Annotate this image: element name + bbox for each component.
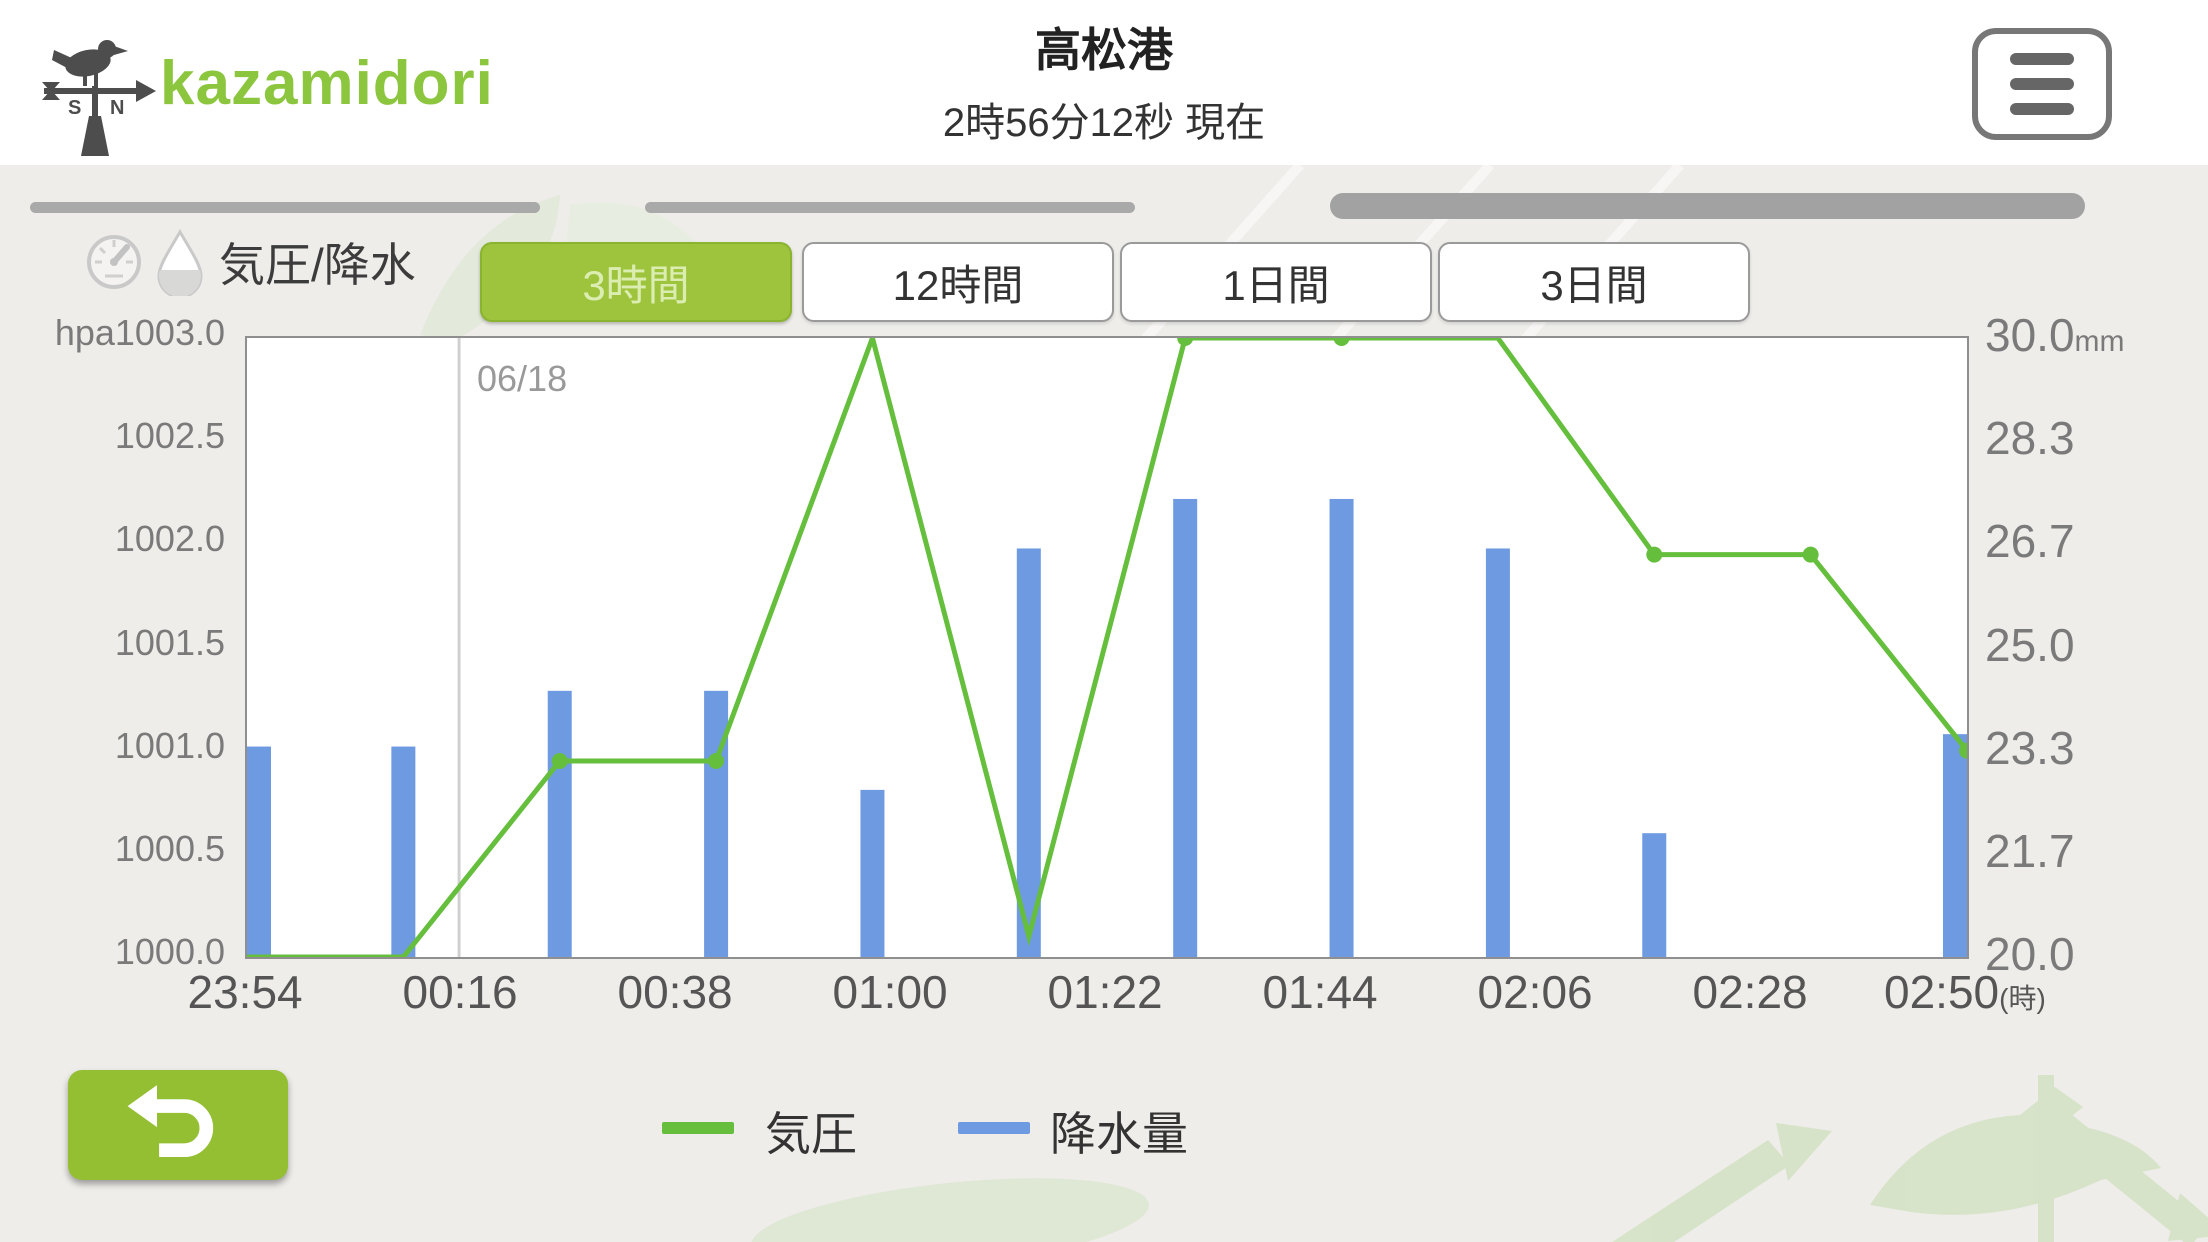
raindrop-icon [157,229,203,296]
pressure-point [551,752,568,769]
tab-3日間[interactable]: 3日間 [1438,242,1750,322]
app-header: S N kazamidori 高松港 2時56分12秒 現在 [0,0,2208,165]
precipitation-bar [704,690,729,957]
back-button[interactable] [68,1070,288,1180]
precipitation-bar [247,746,271,957]
legend-label-pressure: 気圧 [765,1108,857,1160]
x-axis-tick: 02:06 [1477,966,1593,1018]
weathervane-watermark [1612,1075,2208,1242]
precipitation-bar [1016,548,1041,957]
svg-text:N: N [110,97,124,119]
hamburger-menu-button[interactable] [1972,28,2112,140]
left-axis-tick: 1002.5 [114,415,225,457]
left-axis-tick: 1001.0 [114,724,225,766]
right-axis-tick: 28.3 [1985,412,2075,465]
hamburger-bar [2010,103,2074,115]
x-axis-tick: 01:00 [832,966,948,1018]
x-axis-tick: 01:22 [1047,966,1163,1018]
pressure-point [1333,330,1350,346]
pressure-point [708,752,725,769]
section-label: 気圧/降水 [219,239,416,291]
pressure-gauge-icon [87,235,141,289]
x-axis-tick: 01:44 [1262,966,1378,1018]
legend-swatch-precipitation [958,1122,1030,1134]
weathervane-logo-icon: S N [42,40,156,156]
precipitation-bar [391,746,416,957]
right-axis-unit: mm [2074,325,2125,358]
precipitation-bar [1485,548,1510,957]
left-axis-tick: 1000.5 [114,827,225,869]
page-title: 高松港 [1035,24,1173,76]
hamburger-bar [2010,53,2074,65]
chart-plot-area[interactable]: 06/18 [245,329,1975,960]
page-subtitle: 2時56分12秒 現在 [942,101,1266,145]
legend-swatch-pressure [662,1122,734,1134]
x-axis-tick: 00:38 [617,966,733,1018]
page-indicator-3-active[interactable] [1330,193,2085,219]
content-area: 気圧/降水 3時間 12時間 1日間 3日間 06/18 hpa1003.0 1002.… [0,165,2208,1242]
right-axis-tick: 25.0 [1985,618,2075,671]
precipitation-bar [1173,498,1198,957]
pressure-point [1646,546,1663,563]
svg-text:S: S [68,97,81,119]
logo-text: kazamidori [160,49,494,118]
pressure-line [247,329,1969,960]
precipitation-bar [1642,833,1667,957]
tab-1日間[interactable]: 1日間 [1120,242,1432,322]
page-indicator-1[interactable] [30,202,540,213]
pressure-point [1177,330,1194,346]
title-block: 高松港 2時56分12秒 現在 [0,0,2208,148]
day-change-label: 06/18 [477,358,568,399]
page-indicator-2[interactable] [645,202,1135,213]
section-row: 気圧/降水 [85,227,416,297]
left-axis-tick: 1000.0 [114,931,225,972]
precipitation-bar [1329,498,1354,957]
x-axis-tick: 02:28 [1692,966,1808,1018]
right-axis-tick: 21.7 [1985,824,2075,877]
precipitation-bar [547,690,572,957]
precipitation-bar [860,789,885,957]
x-axis-tick: 00:16 [402,966,518,1018]
tab-12時間[interactable]: 12時間 [802,242,1114,322]
tab-3時間-active[interactable]: 3時間 [480,242,792,322]
left-axis-tick: 1001.5 [114,621,225,663]
left-axis-tick: 1002.0 [114,518,225,560]
right-axis-tick: 30.0mm [1985,309,2125,361]
x-axis-unit: (時) [1999,983,2046,1014]
right-axis-tick: 26.7 [1985,515,2075,568]
return-arrow-icon [127,1085,214,1158]
right-axis-tick: 23.3 [1985,721,2075,774]
x-axis-tick: 23:54 [187,966,303,1018]
right-axis-tick: 20.0 [1985,928,2075,980]
pressure-point [1802,546,1819,563]
hamburger-bar [2010,78,2074,90]
precipitation-bar [1943,734,1967,957]
leaf-watermark-bottom [751,1178,1149,1242]
legend-label-precipitation: 降水量 [1050,1108,1188,1160]
x-axis-tick: 02:50(時) [1884,966,2046,1018]
chart-canvas [247,329,1975,960]
left-axis-tick: hpa1003.0 [54,312,225,353]
